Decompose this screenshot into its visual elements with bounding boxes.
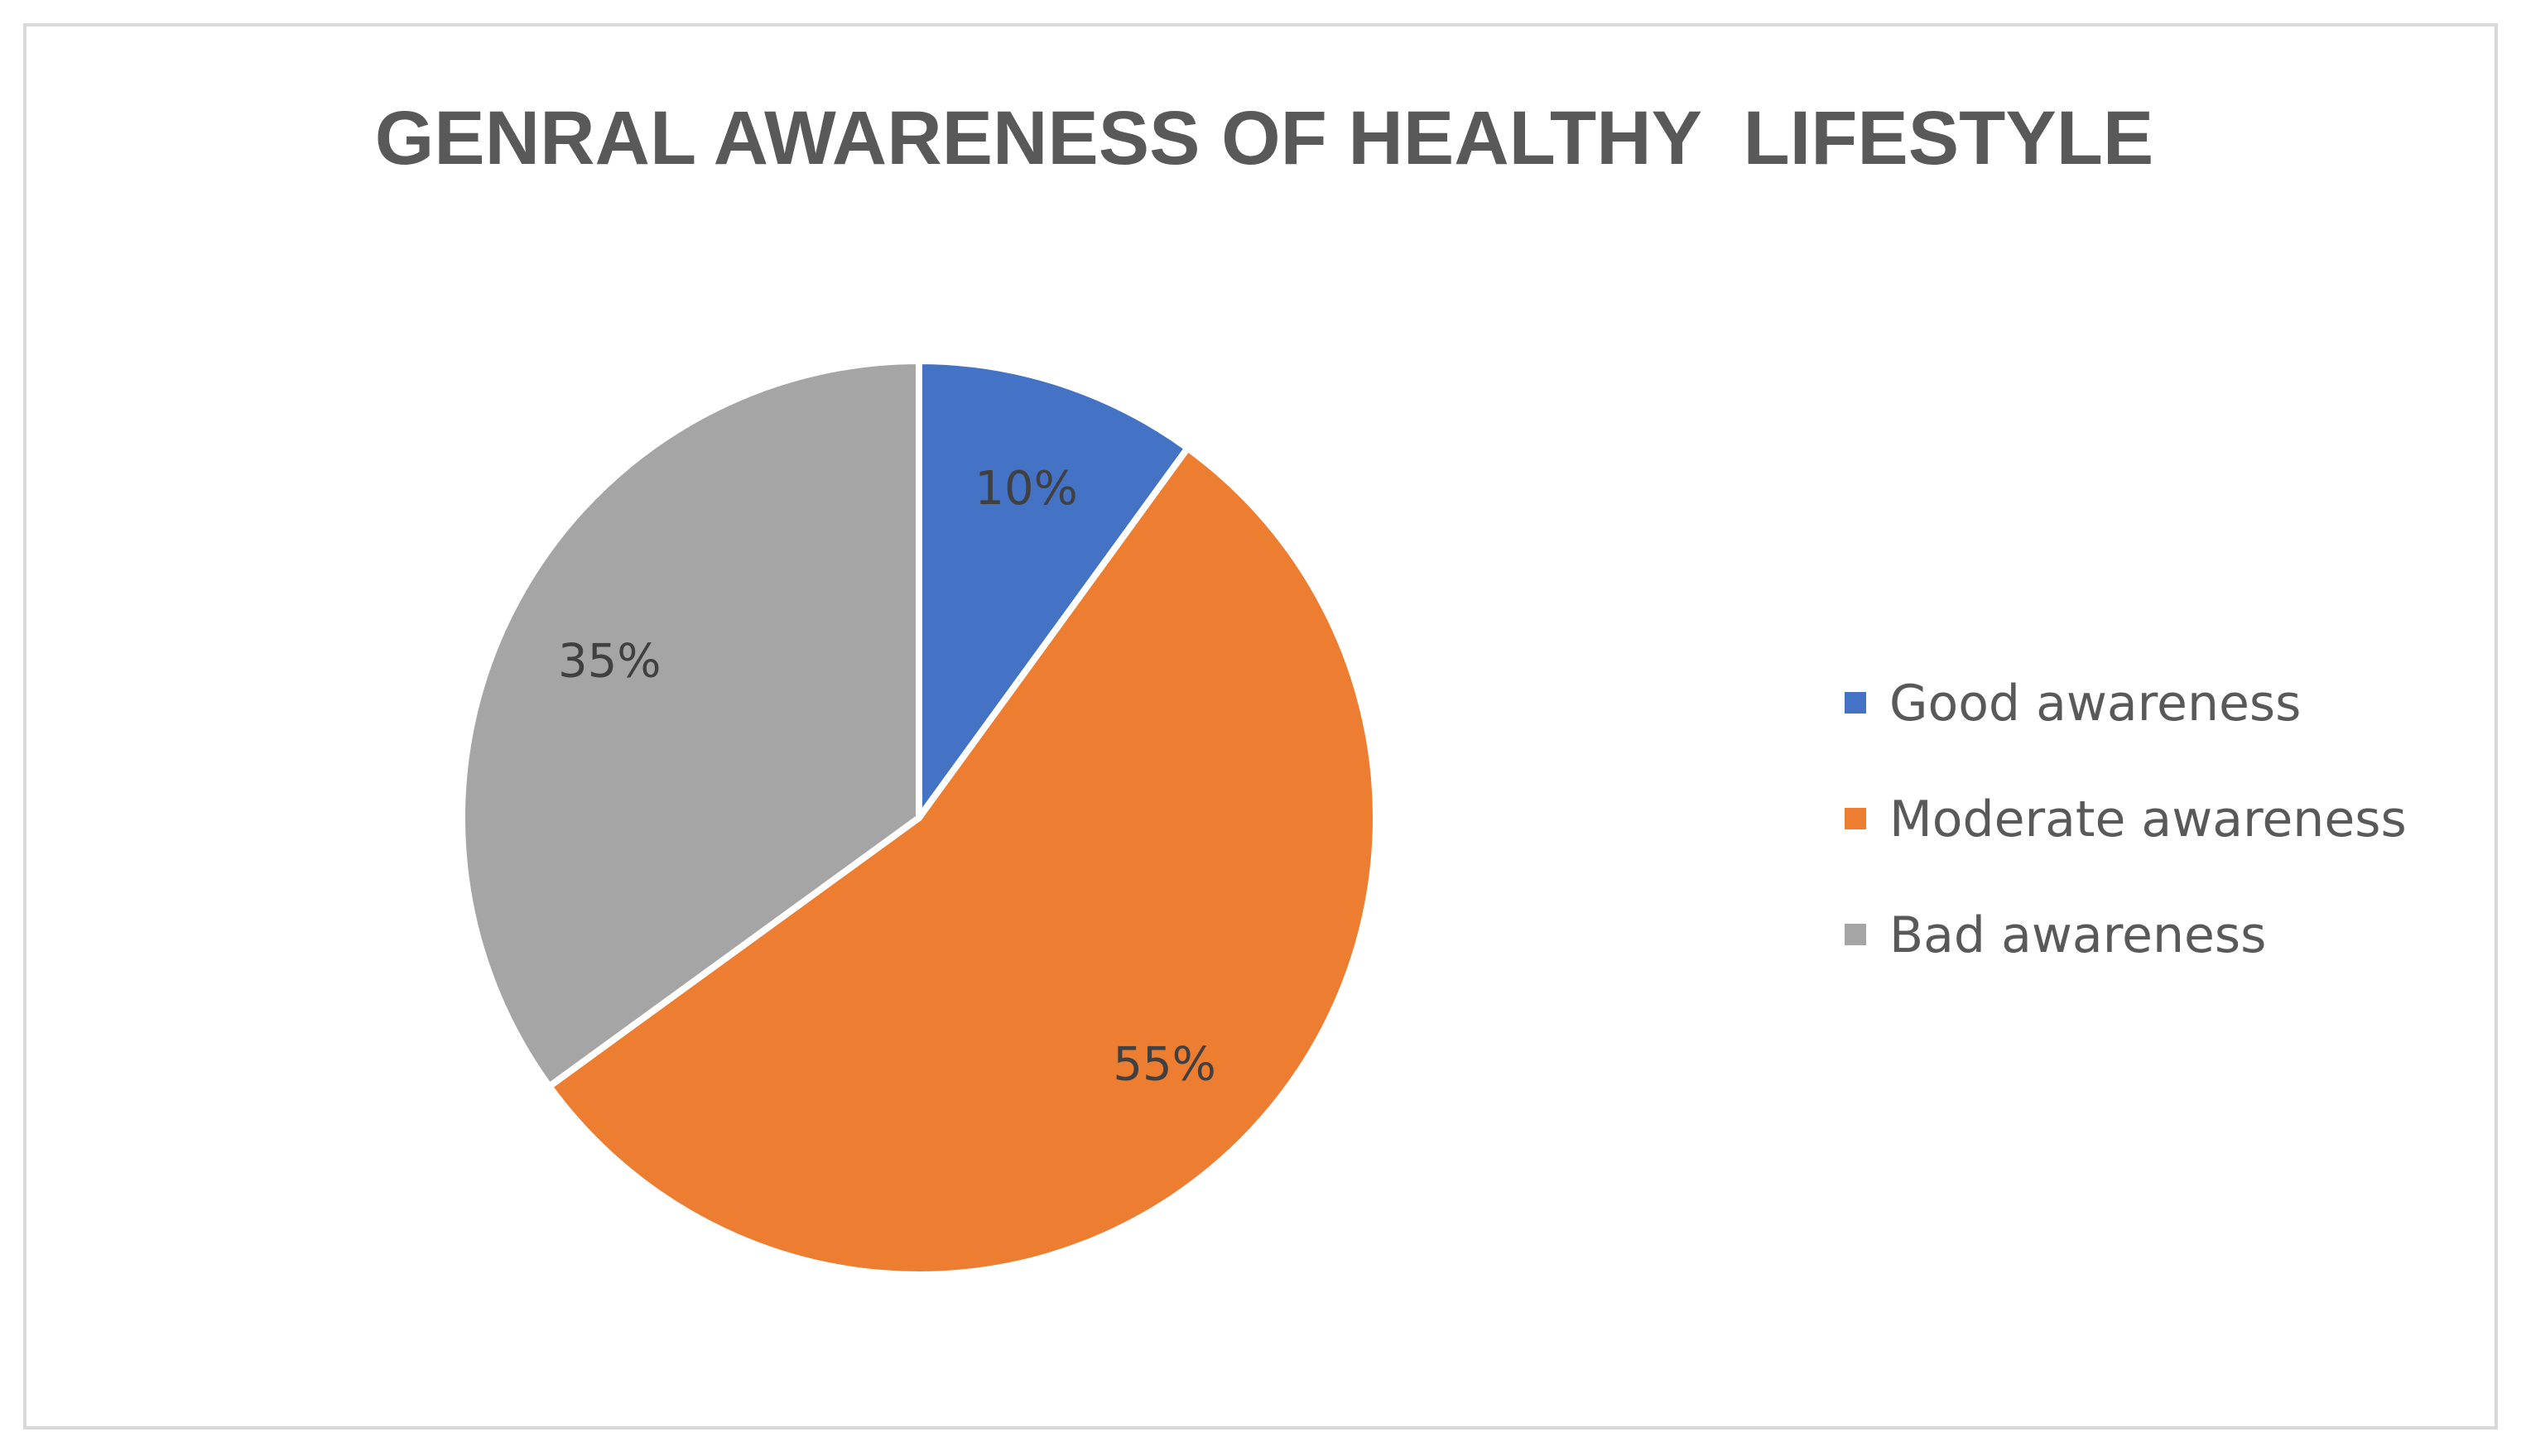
data-label-bad: 35% [558, 635, 661, 689]
legend-swatch-good [1845, 692, 1866, 714]
legend-label-bad: Bad awareness [1889, 906, 2266, 964]
legend: Good awareness Moderate awareness Bad aw… [1845, 675, 2407, 964]
legend-swatch-bad [1845, 924, 1866, 945]
legend-swatch-moderate [1845, 808, 1866, 829]
legend-label-moderate: Moderate awareness [1889, 790, 2407, 848]
pie-slice-moderate [546, 444, 1379, 1278]
pie-slices [458, 358, 1379, 1278]
pie-slice-good [916, 358, 1191, 821]
data-label-good: 10% [974, 462, 1077, 516]
pie-slice-bad [458, 358, 922, 1090]
data-label-moderate: 55% [1113, 1038, 1215, 1092]
chart-title: GENRAL AWARENESS OF HEALTHY LIFESTYLE [375, 96, 2154, 180]
legend-label-good: Good awareness [1889, 675, 2301, 733]
data-labels: 10% 55% 35% [558, 462, 1216, 1092]
